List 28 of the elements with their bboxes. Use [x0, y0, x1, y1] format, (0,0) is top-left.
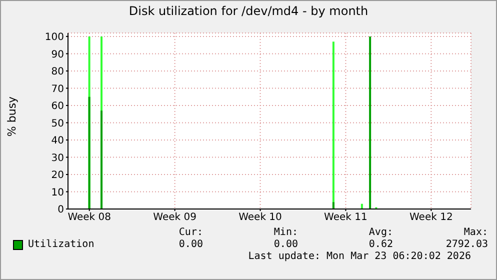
text: Min:	[272, 227, 298, 238]
text: 0.00	[178, 239, 203, 250]
y-tick-label: 0	[58, 204, 64, 216]
text: Last update: Mon Mar 23 06:20:02 2026	[247, 251, 471, 262]
y-tick-label: 70	[51, 84, 64, 95]
y-tick-label: 50	[51, 118, 64, 130]
text: 0.00	[272, 239, 298, 250]
text: Avg:	[368, 227, 393, 238]
y-tick-label: 20	[51, 170, 64, 182]
chart-title: Disk utilization for /dev/md4 - by month	[128, 4, 370, 20]
legend-label: Utilization	[28, 239, 94, 250]
y-tick-label: 30	[51, 152, 64, 164]
y-tick-label: 90	[51, 49, 64, 60]
x-tick-label: Week 09	[153, 212, 196, 224]
text: Max:	[462, 227, 488, 238]
text: Cur:	[178, 227, 203, 238]
x-tick-label: Week 10	[238, 212, 282, 224]
x-tick-label: Week 12	[410, 212, 453, 224]
x-tick-label: Week 11	[324, 212, 368, 224]
text: 2792.03	[444, 239, 488, 250]
y-axis-title: % busy	[6, 96, 18, 136]
y-tick-label: 80	[51, 66, 64, 78]
text: 0.62	[368, 239, 393, 250]
y-tick-label: 40	[51, 136, 64, 147]
y-tick-label: 10	[51, 187, 64, 198]
x-tick-label: Week 08	[68, 212, 112, 224]
y-tick-label: 100	[44, 32, 64, 43]
y-tick-label: 60	[51, 101, 64, 112]
